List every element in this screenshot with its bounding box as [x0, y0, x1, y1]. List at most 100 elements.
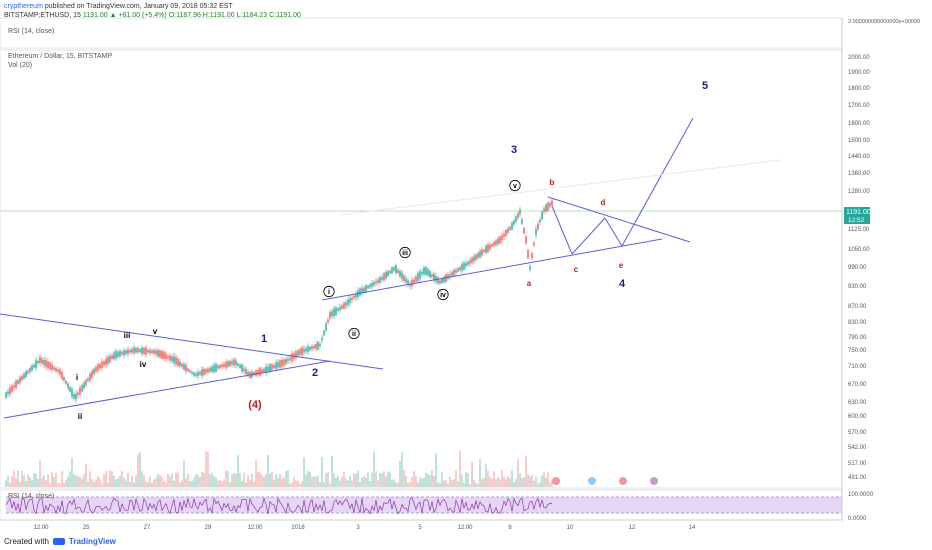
- volume-bar: [451, 479, 453, 487]
- candle-body: [281, 359, 283, 367]
- candle-body: [361, 288, 363, 294]
- price-axis: [842, 18, 932, 523]
- volume-bar: [99, 478, 101, 487]
- volume-bar: [367, 472, 369, 487]
- volume-bar: [193, 477, 195, 487]
- candle-body: [257, 370, 259, 375]
- wave-label: b: [550, 178, 555, 187]
- volume-bar: [65, 479, 67, 487]
- volume-bar: [185, 478, 187, 487]
- volume-bar: [331, 455, 333, 487]
- volume-bar: [7, 475, 9, 487]
- candle-body: [429, 270, 431, 278]
- volume-bar: [95, 479, 97, 487]
- candle-body: [221, 364, 223, 368]
- time-axis: [0, 520, 842, 532]
- candle-body: [99, 364, 101, 369]
- volume-bar: [477, 483, 479, 487]
- volume-bar: [85, 463, 87, 487]
- candle-body: [527, 250, 529, 258]
- candle-body: [405, 278, 407, 283]
- volume-bar: [491, 478, 493, 487]
- volume-bar: [155, 477, 157, 487]
- event-flags[interactable]: [552, 477, 658, 485]
- candle-body: [455, 270, 457, 273]
- candle-body: [177, 358, 179, 366]
- volume-bar: [53, 477, 55, 487]
- volume-bar: [547, 472, 549, 487]
- candle-body: [477, 253, 479, 258]
- candle-body: [135, 347, 137, 353]
- volume-bar: [445, 480, 447, 487]
- volume-bar: [269, 473, 271, 487]
- volume-bar: [457, 481, 459, 487]
- volume-bar: [509, 478, 511, 487]
- candle-body: [151, 350, 153, 353]
- candle-body: [77, 392, 79, 396]
- candle-body: [499, 236, 501, 244]
- volume-bar: [157, 473, 159, 487]
- candle-body: [487, 244, 489, 252]
- candle-body: [391, 267, 393, 274]
- volume-bar: [263, 476, 265, 487]
- wave-label: (4): [248, 399, 262, 411]
- x-tick-label: 2018: [291, 525, 305, 531]
- candle-body: [333, 308, 335, 316]
- event-flag[interactable]: [588, 477, 596, 485]
- event-flag[interactable]: [650, 477, 658, 485]
- author-link[interactable]: crypthereum: [4, 3, 43, 10]
- volume-bar: [33, 473, 35, 487]
- x-tick-label: 27: [144, 525, 151, 531]
- trend-lines: [0, 117, 781, 419]
- y-tick-label: 870.00: [848, 304, 867, 310]
- footer: Created with TradingView: [4, 537, 116, 546]
- candle-body: [343, 302, 345, 309]
- candle-body: [543, 208, 545, 212]
- candle-body: [449, 274, 451, 277]
- candle-body: [461, 264, 463, 271]
- volume-bar: [531, 474, 533, 487]
- candle-body: [501, 235, 503, 240]
- volume-bar: [475, 483, 477, 487]
- volume-bar: [413, 470, 415, 487]
- symbol[interactable]: BITSTAMP:ETHUSD, 15: [4, 12, 81, 19]
- volume-bar: [251, 473, 253, 487]
- volume-bar: [441, 472, 443, 487]
- y-tick-label: 990.00: [848, 265, 867, 271]
- candle-body: [129, 350, 131, 353]
- volume-bar: [375, 471, 377, 487]
- candle-body: [457, 268, 459, 272]
- volume-bar: [471, 461, 473, 487]
- tradingview-logo-icon: [52, 538, 65, 545]
- volume-bar: [373, 451, 375, 487]
- volume-bar: [447, 483, 449, 487]
- last-value: 1191.00: [82, 12, 108, 19]
- footer-brand[interactable]: TradingView: [68, 537, 116, 546]
- candle-body: [197, 372, 199, 376]
- candle-body: [533, 242, 535, 246]
- candle-body: [187, 368, 189, 372]
- volume-bar: [369, 481, 371, 487]
- volume-bar: [421, 478, 423, 487]
- volume-bar: [87, 481, 89, 487]
- candle-body: [387, 271, 389, 277]
- wave-label: iii: [124, 331, 131, 340]
- candle-body: [167, 356, 169, 359]
- event-flag[interactable]: [552, 477, 560, 485]
- y-tick-label: 1600.00: [848, 121, 870, 127]
- candle-body: [53, 367, 55, 370]
- volume-bar: [525, 455, 527, 487]
- candle-body: [37, 360, 39, 364]
- volume-bar: [419, 477, 421, 487]
- event-flag[interactable]: [619, 477, 627, 485]
- candle-body: [149, 349, 151, 354]
- volume-bar: [351, 480, 353, 487]
- volume-bar: [77, 476, 79, 487]
- candle-body: [59, 369, 61, 375]
- candle-body: [241, 364, 243, 372]
- candle-body: [459, 267, 461, 271]
- candle-body: [27, 370, 29, 374]
- y-tick-label: 517.00: [848, 461, 867, 467]
- wave-label: e: [619, 261, 624, 270]
